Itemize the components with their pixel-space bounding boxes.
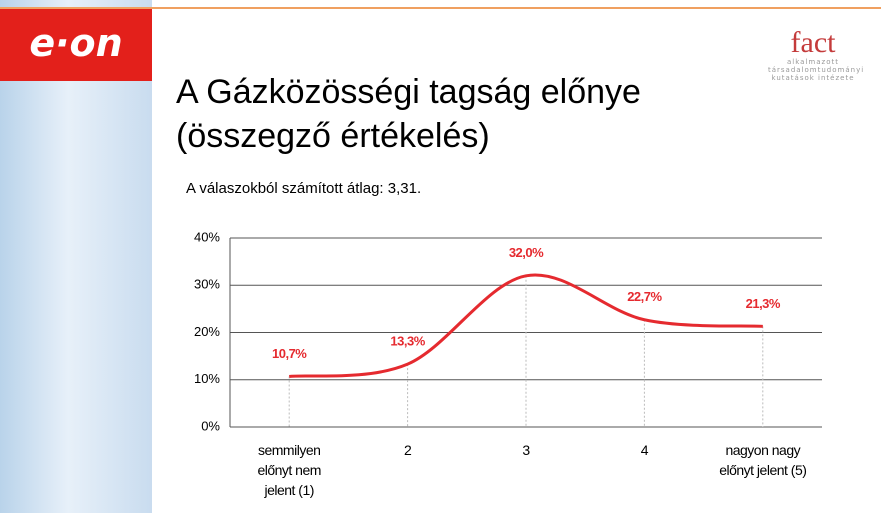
data-label: 22,7% bbox=[627, 289, 662, 304]
data-label: 32,0% bbox=[509, 245, 544, 260]
x-tick-label: 2 bbox=[360, 440, 456, 460]
x-tick-label: nagyon nagy előnyt jelent (5) bbox=[715, 440, 811, 480]
data-label: 13,3% bbox=[390, 334, 425, 349]
data-label: 10,7% bbox=[272, 346, 307, 361]
data-label: 21,3% bbox=[746, 296, 781, 311]
y-tick-label: 10% bbox=[194, 371, 220, 386]
x-tick-label: 3 bbox=[478, 440, 574, 460]
y-tick-label: 30% bbox=[194, 277, 220, 292]
x-tick-label: semmilyen előnyt nem jelent (1) bbox=[241, 440, 337, 500]
y-tick-label: 40% bbox=[194, 229, 220, 244]
slide: e·on fact alkalmazott társadalomtudomány… bbox=[0, 0, 881, 513]
y-tick-label: 20% bbox=[194, 324, 220, 339]
chart: 0% 10% 20% 30% 40% 10,7% 13,3% 32,0% 22,7% 21,3% bbox=[0, 0, 881, 513]
x-tick-label: 4 bbox=[596, 440, 692, 460]
y-tick-label: 0% bbox=[201, 418, 220, 433]
